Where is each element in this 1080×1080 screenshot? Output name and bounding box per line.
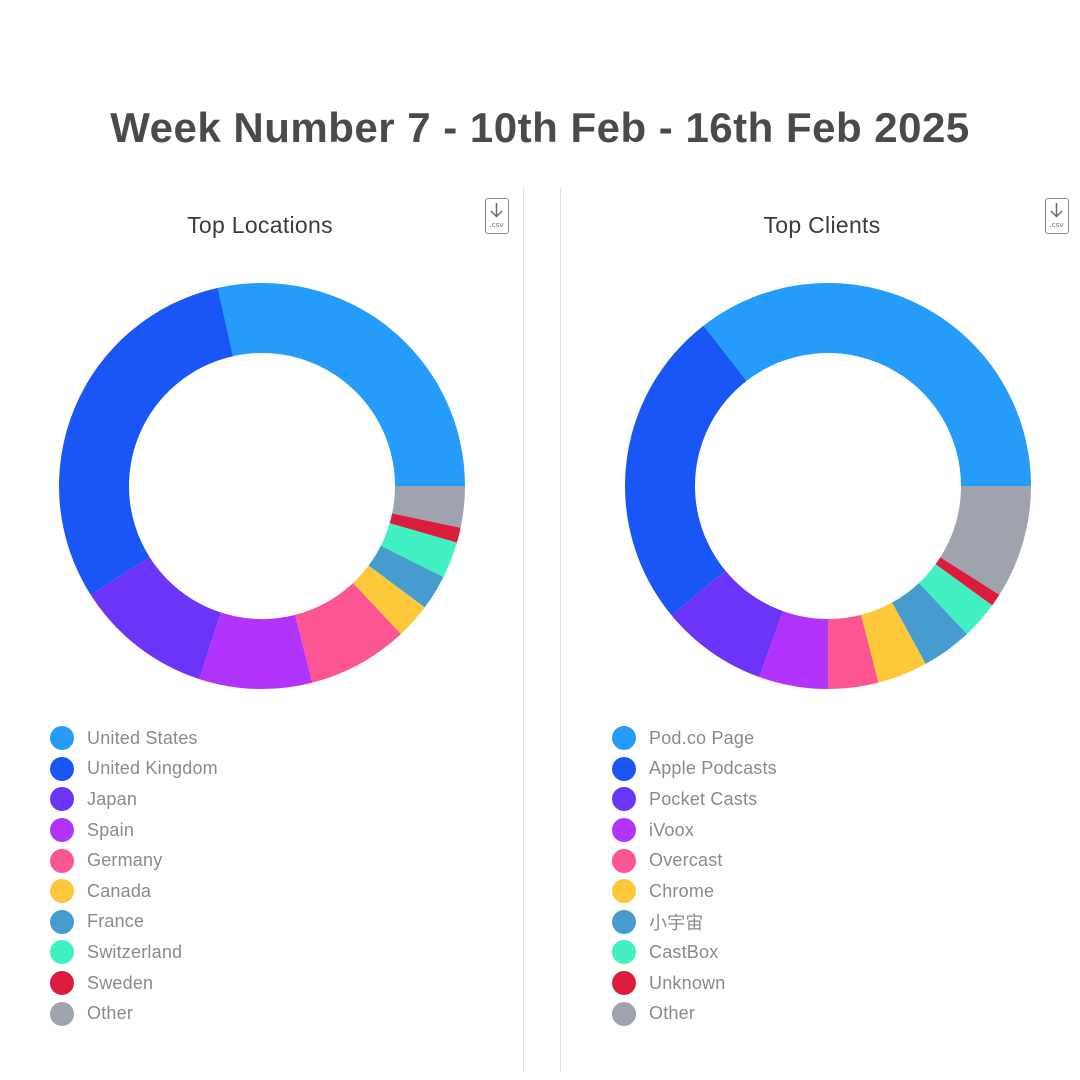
legend-label: United Kingdom	[87, 758, 218, 779]
legend-label: Overcast	[649, 850, 723, 871]
legend-label: Chrome	[649, 880, 715, 901]
legend-label: Germany	[87, 850, 163, 871]
legend-swatch	[612, 879, 636, 904]
legend-item[interactable]: Canada	[50, 876, 218, 907]
legend-item[interactable]: United Kingdom	[50, 754, 218, 785]
donut-slice-united-kingdom[interactable]	[59, 287, 233, 595]
legend: United States United Kingdom Japan Spain Ger…	[50, 723, 218, 1029]
legend-item[interactable]: Sweden	[50, 968, 218, 999]
legend-label: Unknown	[649, 972, 726, 993]
donut-slice-other[interactable]	[392, 486, 465, 528]
donut-slice-canada[interactable]	[353, 565, 425, 634]
top-clients-panel: Top Clients .csv Pod.co Page Apple Podcas…	[562, 188, 1080, 1080]
legend-label: Canada	[87, 880, 152, 901]
top-locations-donut	[59, 283, 465, 689]
legend-swatch	[50, 726, 74, 751]
legend-item[interactable]: Chrome	[612, 876, 777, 907]
page-title: Week Number 7 - 10th Feb - 16th Feb 2025	[110, 104, 970, 151]
legend-label: CastBox	[649, 941, 719, 962]
legend-swatch	[612, 909, 636, 934]
legend-swatch	[612, 971, 636, 996]
donut-slice-france[interactable]	[368, 545, 444, 608]
legend-item[interactable]: Switzerland	[50, 937, 218, 968]
legend-label: Pod.co Page	[649, 727, 755, 748]
legend-swatch	[612, 848, 636, 873]
legend-swatch	[50, 879, 74, 904]
legend-item[interactable]: Pod.co Page	[612, 723, 777, 754]
legend-swatch	[50, 940, 74, 965]
legend-label: Pocket Casts	[649, 788, 758, 809]
legend-item[interactable]: France	[50, 907, 218, 938]
csv-icon-text: .csv	[1050, 221, 1064, 229]
legend-item[interactable]: Japan	[50, 784, 218, 815]
legend-item[interactable]: Spain	[50, 815, 218, 846]
donut-slice-unknown[interactable]	[935, 557, 1000, 606]
chart-title: Top Clients	[763, 212, 881, 238]
donut-slice-germany[interactable]	[295, 582, 401, 683]
legend-label: Switzerland	[87, 941, 183, 962]
download-csv-button[interactable]: .csv	[1045, 198, 1069, 234]
download-csv-icon: .csv	[1050, 203, 1064, 229]
legend-item[interactable]: Overcast	[612, 845, 777, 876]
legend-item[interactable]: United States	[50, 723, 218, 754]
legend-swatch	[612, 940, 636, 965]
donut-slice-spain[interactable]	[199, 612, 313, 689]
legend-label: Other	[87, 1003, 134, 1024]
donut-slice-pod-co-page[interactable]	[703, 283, 1031, 486]
legend-swatch	[50, 1001, 74, 1026]
legend-label: Sweden	[87, 972, 154, 993]
legend-swatch	[612, 726, 636, 751]
donut-slice-overcast[interactable]	[828, 614, 879, 689]
top-clients-donut	[625, 283, 1031, 689]
donut-slice-ivoox[interactable]	[759, 611, 828, 689]
legend-item[interactable]: iVoox	[612, 815, 777, 846]
legend-item[interactable]: Other	[612, 998, 777, 1029]
legend-item[interactable]: Other	[50, 998, 218, 1029]
donut-slice-sweden[interactable]	[389, 513, 461, 543]
legend-swatch	[612, 818, 636, 843]
donut-slice-other[interactable]	[940, 486, 1031, 595]
legend-label: France	[87, 911, 145, 932]
legend-label: 小宇宙	[649, 912, 704, 933]
legend: Pod.co Page Apple Podcasts Pocket Casts iVo…	[612, 723, 777, 1029]
donut-slice-chrome[interactable]	[861, 602, 926, 683]
legend-label: United States	[87, 727, 198, 748]
legend-swatch	[50, 848, 74, 873]
legend-label: Spain	[87, 819, 135, 840]
legend-swatch	[612, 787, 636, 812]
download-csv-button[interactable]: .csv	[485, 198, 509, 234]
legend-swatch	[50, 909, 74, 934]
legend-item[interactable]: Germany	[50, 845, 218, 876]
legend-item[interactable]: Apple Podcasts	[612, 754, 777, 785]
legend-label: iVoox	[649, 819, 695, 840]
legend-item[interactable]: CastBox	[612, 937, 777, 968]
legend-item[interactable]: Unknown	[612, 968, 777, 999]
legend-swatch	[50, 818, 74, 843]
donut-slice-united-states[interactable]	[217, 283, 465, 486]
legend-label: Other	[649, 1003, 696, 1024]
legend-swatch	[50, 787, 74, 812]
legend-item[interactable]: Pocket Casts	[612, 784, 777, 815]
donut-slice-pocket-casts[interactable]	[671, 570, 783, 677]
download-csv-icon: .csv	[490, 203, 504, 229]
csv-icon-text: .csv	[490, 221, 504, 229]
legend-label: Apple Podcasts	[649, 758, 777, 779]
legend-swatch	[612, 756, 636, 781]
legend-swatch	[612, 1001, 636, 1026]
chart-title: Top Locations	[187, 212, 333, 238]
donut-slice-item[interactable]	[892, 582, 967, 664]
donut-slice-castbox[interactable]	[919, 564, 993, 634]
donut-slice-japan[interactable]	[90, 557, 221, 680]
donut-slice-apple-podcasts[interactable]	[625, 325, 747, 616]
legend-swatch	[50, 756, 74, 781]
legend-item[interactable]: 小宇宙	[612, 907, 777, 938]
top-locations-panel: Top Locations .csv United States United K…	[0, 188, 520, 1080]
legend-swatch	[50, 971, 74, 996]
panel-divider	[523, 188, 524, 1072]
legend-label: Japan	[87, 788, 138, 809]
panel-divider	[560, 188, 561, 1072]
donut-slice-switzerland[interactable]	[380, 523, 457, 578]
